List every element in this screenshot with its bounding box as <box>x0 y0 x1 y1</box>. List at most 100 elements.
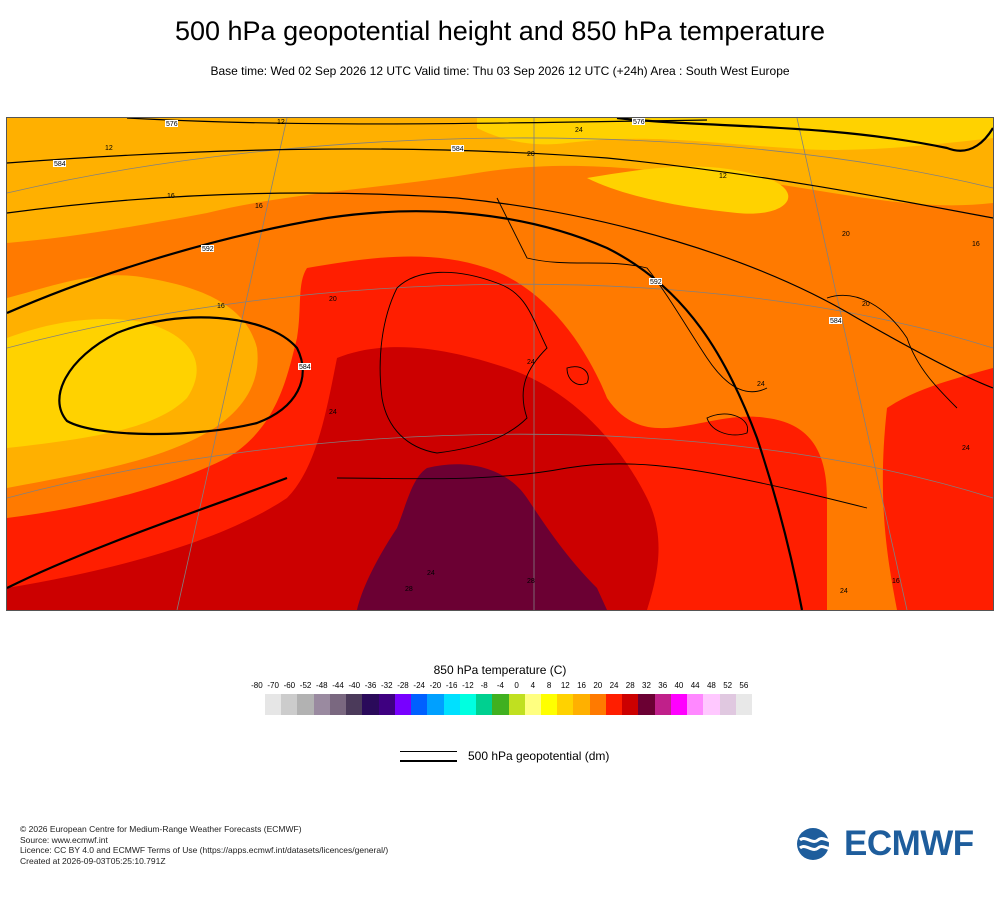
contour-labels: 576 584 584 592 592 584 576 584 12 16 16… <box>53 118 980 595</box>
legend-tick-label: -24 <box>413 681 425 690</box>
svg-text:576: 576 <box>633 119 645 126</box>
temperature-label: 24 <box>840 588 848 595</box>
legend-tick-label: -48 <box>316 681 328 690</box>
legend-ticks: -80 -70 -60 -52 -48 -44 -40 -36 -32 -28 -24 -20 -16-… <box>240 681 760 693</box>
temperature-label: 24 <box>329 409 337 416</box>
legend-tick-label: -40 <box>348 681 361 690</box>
legend-swatch <box>670 694 688 715</box>
legend-tick-label: 40 <box>674 681 684 690</box>
geopotential-label: 584 <box>829 317 842 325</box>
created-text: Created at 2026-09-03T05:25:10.791Z <box>20 855 166 866</box>
temperature-label: 16 <box>972 241 980 248</box>
copyright-text: © 2026 European Centre for Medium-Range … <box>20 824 302 834</box>
legend-swatch <box>313 694 330 715</box>
geopotential-contours <box>7 118 993 389</box>
coastlines <box>336 197 958 509</box>
geopotential-label: 584 <box>298 363 311 371</box>
svg-text:584: 584 <box>452 146 464 153</box>
legend-swatch <box>687 694 704 715</box>
legend-swatch <box>329 694 347 715</box>
temperature-label: 20 <box>862 301 870 308</box>
svg-text:584: 584 <box>299 364 311 371</box>
geopotential-label: 592 <box>649 278 662 286</box>
temp-band-12-alps <box>587 166 789 214</box>
chart-subtitle: Base time: Wed 02 Sep 2026 12 UTC Valid … <box>210 64 790 78</box>
temperature-label: 20 <box>842 231 850 238</box>
legend-tick-label: 36 <box>658 681 668 690</box>
legend-tick-label: -20 <box>429 681 442 690</box>
legend-swatch <box>638 694 655 715</box>
legend-swatch <box>476 694 493 715</box>
legend-swatch <box>605 694 623 715</box>
geopotential-label: 584 <box>451 145 464 153</box>
licence-text: Licence: CC BY 4.0 and ECMWF Terms of Us… <box>20 845 389 855</box>
legend-swatch <box>411 694 428 715</box>
legend-tick-label: 8 <box>546 681 552 690</box>
legend-swatch <box>265 694 282 715</box>
geopotential-label: 584 <box>53 160 66 168</box>
svg-text:592: 592 <box>650 279 662 286</box>
legend-swatch <box>508 694 525 715</box>
ecmwf-logo[interactable]: ECMWF <box>796 826 986 862</box>
temperature-label: 16 <box>255 203 263 210</box>
legend-swatch <box>719 694 736 715</box>
temperature-label: 24 <box>962 445 970 452</box>
temperature-label: 24 <box>427 570 435 577</box>
legend-tick-label: -4 <box>496 681 504 690</box>
legend-swatch <box>459 694 477 715</box>
temperature-label: 28 <box>405 586 413 593</box>
temp-band-12-top <box>477 118 993 150</box>
svg-text:584: 584 <box>54 161 66 168</box>
legend-tick-label: -32 <box>380 681 393 690</box>
legend-colorbar <box>265 694 753 715</box>
geopotential-main <box>7 118 993 610</box>
credits: © 2026 European Centre for Medium-Range … <box>20 824 388 866</box>
legend-swatch <box>378 694 395 715</box>
temperature-label: 16 <box>892 578 900 585</box>
svg-text:592: 592 <box>202 246 214 253</box>
legend-tick-label: -44 <box>332 681 344 690</box>
legend-swatch <box>297 694 314 715</box>
geopotential-legend-label: 500 hPa geopotential (dm) <box>468 749 610 763</box>
legend-tick-label: 44 <box>690 681 700 690</box>
source-text: Source: www.ecmwf.int <box>20 834 108 845</box>
legend-tick-label: 52 <box>723 681 733 690</box>
legend-tick-label: -52 <box>299 681 312 690</box>
temperature-label: 28 <box>527 578 535 585</box>
svg-text:576: 576 <box>166 121 178 128</box>
legend-tick-label: -80 <box>251 681 263 690</box>
temperature-label: 16 <box>217 303 225 310</box>
legend-tick-label: 28 <box>625 681 635 690</box>
temperature-label: 20 <box>329 296 337 303</box>
temperature-label: 12 <box>105 145 113 152</box>
legend-swatch <box>735 694 753 715</box>
legend-tick-label: -28 <box>397 681 409 690</box>
legend-tick-label: -60 <box>283 681 296 690</box>
ecmwf-logo-text: ECMWF <box>844 824 974 863</box>
legend-swatch <box>540 694 558 715</box>
temp-band-24-east <box>882 368 993 610</box>
legend-swatch <box>703 694 720 715</box>
legend-tick-label: 20 <box>593 681 603 690</box>
legend-title: 850 hPa temperature (C) <box>433 663 567 677</box>
svg-text:584: 584 <box>830 318 842 325</box>
legend-tick-label: 24 <box>609 681 619 690</box>
temperature-label: 12 <box>719 173 727 180</box>
temperature-label: 16 <box>167 193 175 200</box>
legend-swatch <box>281 694 298 715</box>
legend-swatch <box>427 694 444 715</box>
geopotential-label: 592 <box>201 245 214 253</box>
geopotential-line-thin <box>400 751 457 752</box>
legend-swatch <box>557 694 574 715</box>
legend-tick-label: 16 <box>577 681 586 690</box>
geopotential-label: 576 <box>632 118 645 126</box>
legend-tick-label: -70 <box>267 681 279 690</box>
legend-swatch <box>394 694 412 715</box>
forecast-map[interactable]: 576 584 584 592 592 584 576 584 12 16 16… <box>6 117 994 611</box>
legend-tick-label: 4 <box>530 681 536 690</box>
temperature-label: 24 <box>527 359 535 366</box>
legend-swatch <box>524 694 541 715</box>
geopotential-line-thick <box>400 760 457 762</box>
temperature-label: 20 <box>527 151 535 158</box>
legend-swatch <box>589 694 606 715</box>
